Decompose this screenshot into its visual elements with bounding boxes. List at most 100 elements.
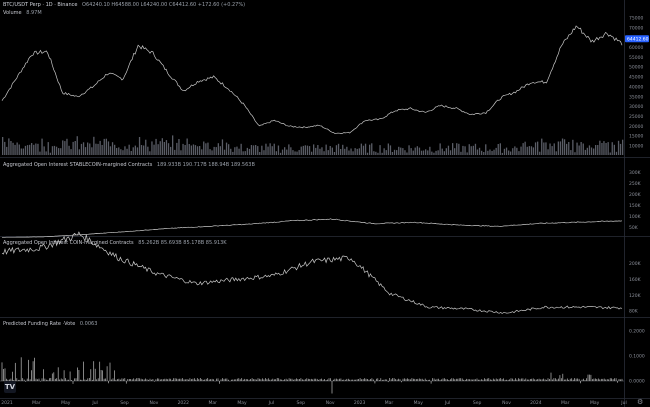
- volume-bar: [410, 148, 412, 155]
- volume-bar: [294, 151, 296, 155]
- oi-coin-legend[interactable]: Aggregated Open Interest COIN-margined C…: [3, 240, 227, 246]
- volume-bar: [176, 142, 178, 155]
- volume-bar: [66, 138, 68, 155]
- oi-coin-panel[interactable]: [1, 231, 623, 314]
- volume-bar: [566, 143, 568, 155]
- volume-bar: [103, 138, 105, 155]
- volume-bar: [495, 147, 497, 155]
- price-axis-tick-0: 10000: [629, 144, 643, 150]
- volume-bar: [445, 148, 447, 155]
- volume-bar: [300, 146, 302, 155]
- volume-bar: [464, 146, 466, 155]
- volume-bar: [184, 145, 186, 155]
- volume-bar: [344, 148, 346, 155]
- price-axis-tick-12: 70000: [629, 25, 643, 31]
- volume-bar: [240, 143, 242, 155]
- volume-bar: [333, 152, 336, 155]
- oi-stablecoin-legend[interactable]: Aggregated Open Interest STABLECOIN-marg…: [3, 162, 255, 168]
- volume-bar: [47, 142, 49, 155]
- volume-bar: [174, 149, 176, 155]
- volume-bar: [607, 142, 609, 155]
- volume-bar: [362, 145, 365, 155]
- volume-bar: [574, 152, 576, 155]
- funding-legend[interactable]: Predicted Funding Rate ·Vote 0.0063: [3, 321, 97, 327]
- volume-bar: [116, 148, 118, 155]
- volume-bar: [590, 147, 593, 155]
- volume-bar: [366, 152, 369, 155]
- volume-bar: [510, 151, 512, 155]
- volume-bar: [31, 143, 33, 155]
- volume-bar: [441, 148, 443, 155]
- volume-bar: [611, 142, 613, 155]
- price-panel[interactable]: [1, 25, 623, 134]
- volume-bar: [514, 146, 516, 155]
- volume-bar: [10, 141, 12, 155]
- volume-bar: [474, 143, 477, 155]
- volume-bar: [503, 148, 506, 155]
- volume-bar: [211, 150, 213, 155]
- volume-bar: [452, 143, 454, 155]
- volume-bar: [12, 142, 14, 155]
- volume-bar: [236, 146, 238, 155]
- volume-legend[interactable]: Volume 8.97M: [3, 10, 42, 16]
- volume-bar: [364, 143, 367, 155]
- oi-stablecoin-axis-tick-0: 50K: [629, 225, 639, 231]
- tradingview-logo[interactable]: TV: [4, 381, 16, 393]
- volume-bar: [118, 147, 120, 155]
- volume-bar: [358, 148, 360, 155]
- volume-bar: [431, 151, 433, 155]
- time-axis-label-20: May: [590, 400, 600, 406]
- volume-bar: [595, 145, 597, 155]
- volume-bar: [375, 151, 377, 155]
- volume-bar: [617, 140, 620, 155]
- volume-bar: [615, 151, 618, 155]
- volume-bar: [273, 143, 275, 155]
- oi-coin-values: 85.262B 85.693B 85.178B 85.913K: [138, 240, 227, 246]
- volume-bar: [308, 146, 311, 155]
- oi-stablecoin-title: Aggregated Open Interest STABLECOIN-marg…: [3, 162, 153, 168]
- oi-stablecoin-panel[interactable]: [2, 218, 623, 238]
- volume-bar: [425, 149, 427, 155]
- price-axis-tick-2: 20000: [629, 124, 643, 130]
- volume-bar: [468, 144, 470, 155]
- volume-bar: [267, 146, 269, 155]
- volume-bar: [51, 146, 54, 155]
- volume-bar: [213, 146, 215, 155]
- funding-panel[interactable]: [0, 357, 624, 394]
- volume-bar: [109, 146, 112, 155]
- time-axis-label-12: 2023: [354, 400, 366, 406]
- time-axis-label-1: Mar: [32, 400, 41, 406]
- volume-bar: [304, 145, 306, 155]
- oi-coin-axis-tick-3: 200K: [629, 261, 642, 267]
- volume-bar: [528, 146, 530, 155]
- volume-bar: [435, 150, 437, 155]
- volume-bar: [470, 146, 472, 155]
- price-axis-tick-1: 15000: [629, 134, 643, 140]
- volume-bar: [20, 148, 22, 155]
- volume-bar: [265, 143, 267, 155]
- volume-bar: [190, 145, 192, 155]
- price-axis-tick-8: 50000: [629, 65, 643, 71]
- symbol-title[interactable]: BTC/USDT Perp · 1D · Binance: [3, 2, 78, 8]
- volume-bar: [259, 152, 261, 155]
- time-axis-label-6: 2022: [178, 400, 190, 406]
- volume-bar: [281, 149, 284, 155]
- volume-bar: [35, 143, 37, 155]
- volume-bar: [257, 146, 259, 155]
- symbol-legend[interactable]: BTC/USDT Perp · 1D · Binance O64240.10 H…: [3, 2, 245, 8]
- volume-bar: [371, 143, 373, 155]
- oi-stablecoin-axis-tick-5: 300K: [629, 170, 642, 176]
- gear-icon[interactable]: ⚙: [637, 398, 644, 406]
- volume-bar: [279, 152, 282, 155]
- volume-bar: [217, 143, 219, 155]
- volume-bar: [561, 138, 564, 155]
- volume-bar: [622, 139, 624, 155]
- time-axis[interactable]: 2021 Mar May Jul Sep Nov 2022 Mar May Jul Sep Nov 20…: [1, 400, 626, 406]
- oi-coin-series: [1, 231, 623, 314]
- volume-bar: [143, 145, 145, 155]
- price-axis[interactable]: 10000 15000 20000 25000 30000 35000 40000 45000…: [625, 15, 649, 385]
- volume-bar: [188, 144, 190, 155]
- volume-bar: [288, 144, 290, 155]
